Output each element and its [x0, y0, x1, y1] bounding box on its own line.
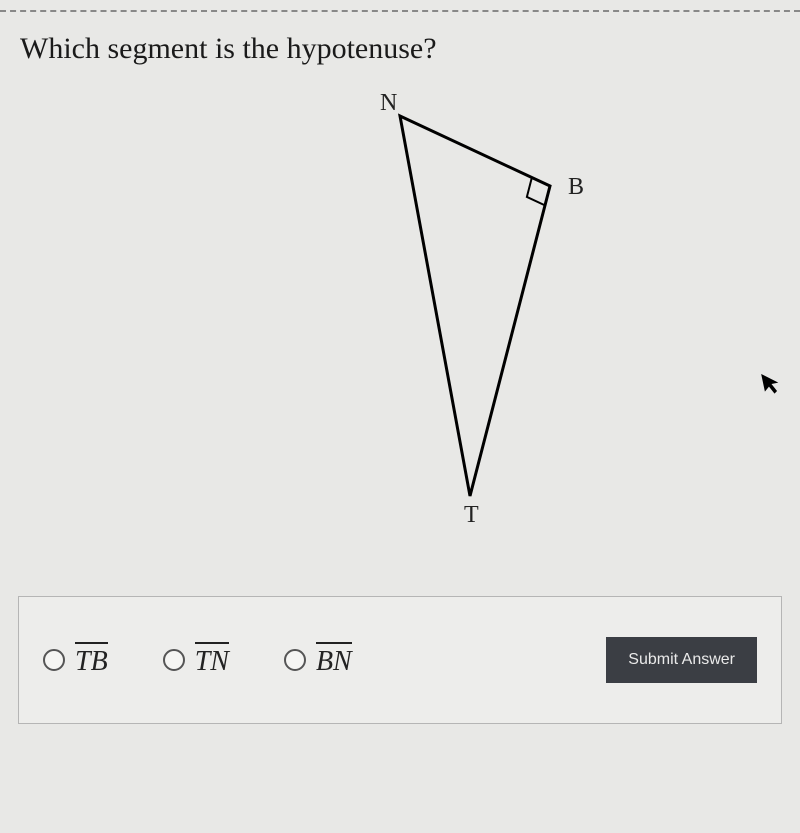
option-tb-label: TB [75, 642, 108, 678]
triangle-svg: N B T [50, 76, 750, 556]
option-tb[interactable]: TB [43, 642, 108, 678]
option-bn[interactable]: BN [284, 642, 352, 678]
radio-tn[interactable] [163, 649, 185, 671]
overline [75, 642, 108, 644]
overline [316, 642, 352, 644]
svg-text:T: T [464, 502, 479, 528]
answer-box: TB TN BN Submit Answer [18, 596, 782, 724]
option-bn-label: BN [316, 642, 352, 678]
svg-text:N: N [380, 90, 397, 116]
svg-text:B: B [568, 174, 584, 200]
overline [195, 642, 229, 644]
option-bn-text: BN [316, 646, 352, 677]
option-tn-label: TN [195, 642, 229, 678]
radio-bn[interactable] [284, 649, 306, 671]
triangle-figure: N B T [0, 76, 800, 576]
option-tn[interactable]: TN [163, 642, 229, 678]
option-tn-text: TN [195, 646, 229, 677]
radio-tb[interactable] [43, 649, 65, 671]
option-tb-text: TB [75, 646, 108, 677]
submit-button[interactable]: Submit Answer [606, 637, 757, 683]
question-text: Which segment is the hypotenuse? [0, 12, 800, 76]
